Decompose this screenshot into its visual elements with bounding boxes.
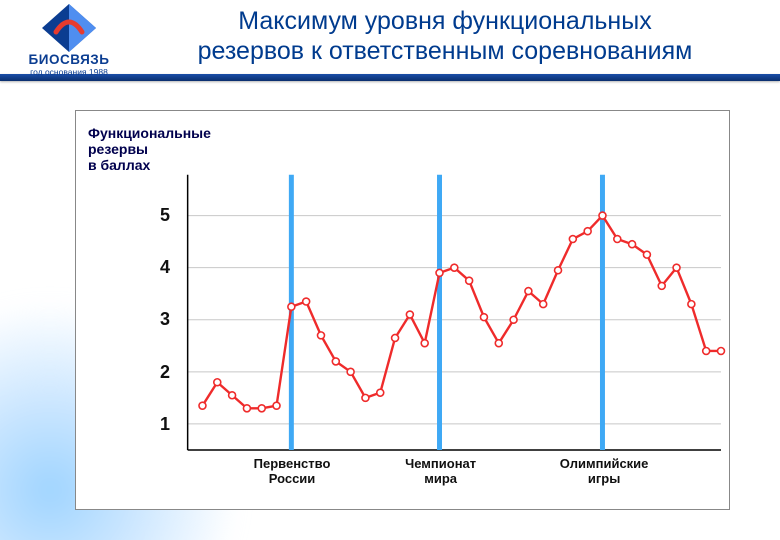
title-line-1: Максимум уровня функциональных [238, 7, 651, 35]
x-competition-label: Чемпионатмира [371, 457, 511, 487]
slide-root: БИОСВЯЗЬ год основания 1988 Максимум уро… [0, 0, 780, 540]
chart-container: Функциональныерезервыв баллах 1 2 3 4 5 Перве… [75, 110, 730, 510]
y-tick-label: 4 [160, 257, 170, 278]
x-competition-label: Олимпийскиеигры [534, 457, 674, 487]
x-competition-label: ПервенствоРоссии [222, 457, 362, 487]
y-tick-label: 1 [160, 414, 170, 435]
y-tick-label: 3 [160, 309, 170, 330]
title-line-2: резервов к ответственным соревнованиям [198, 37, 693, 65]
slide-header: Максимум уровня функциональных резервов … [0, 0, 780, 74]
y-tick-label: 2 [160, 362, 170, 383]
y-axis-title: Функциональныерезервыв баллах [88, 125, 211, 173]
y-tick-label: 5 [160, 205, 170, 226]
slide-title: Максимум уровня функциональных резервов … [120, 6, 770, 66]
